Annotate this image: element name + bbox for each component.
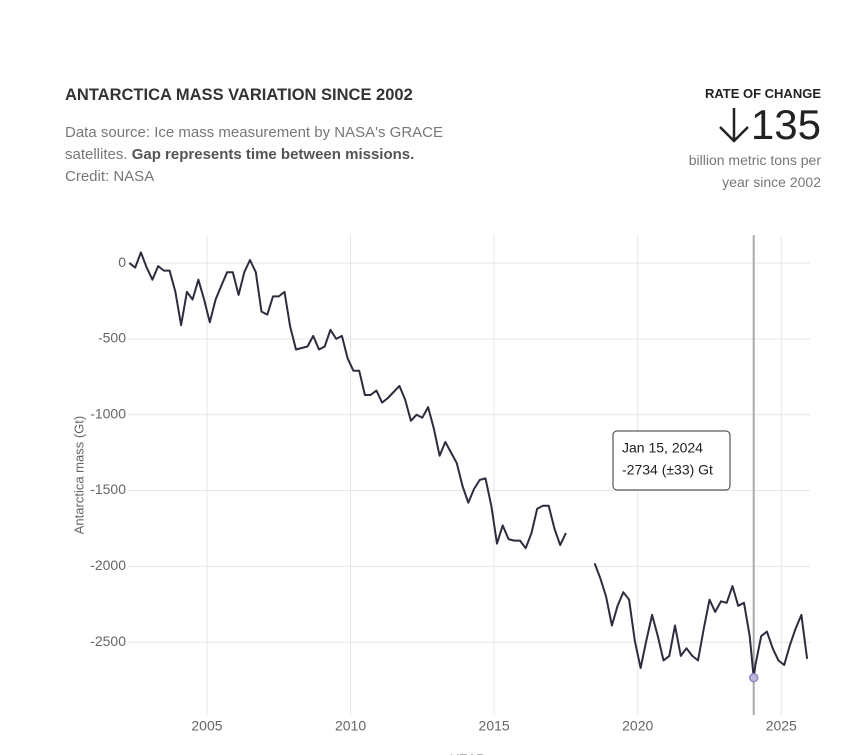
subtitle: Data source: Ice mass measurement by NAS…: [65, 122, 485, 188]
y-tick-label: -2000: [90, 557, 126, 573]
tooltip-date: Jan 15, 2024: [622, 440, 703, 456]
credit: Credit: NASA: [65, 168, 155, 185]
data-line: [128, 251, 809, 679]
rate-number: 135: [661, 101, 821, 149]
x-tick-label: 2010: [335, 718, 366, 734]
x-tick-label: 2025: [766, 718, 797, 734]
subtitle-text: Data source: Ice mass measurement by NAS…: [65, 124, 443, 163]
y-tick-label: -500: [98, 330, 126, 346]
tooltip-box: [612, 430, 731, 491]
tooltip-value: -2734 (±33) Gt: [622, 462, 713, 478]
y-tick-label: -1500: [90, 481, 126, 497]
subtitle-bold: Gap represents time between missions.: [131, 146, 415, 163]
x-tick-label: 2015: [479, 718, 510, 734]
rate-label: RATE OF CHANGE: [704, 86, 821, 101]
y-tick-label: 0: [118, 254, 126, 270]
highlight-point: [748, 672, 759, 683]
y-axis-label: Antarctica mass (Gt): [71, 416, 86, 534]
y-tick-label: -2500: [90, 633, 126, 649]
down-arrow: [719, 108, 749, 143]
chart-title: ANTARCTICA MASS VARIATION SINCE 2002: [65, 86, 413, 104]
y-tick-label: -1000: [90, 405, 126, 421]
rate-value: 135: [750, 101, 821, 148]
x-tick-label: 2020: [622, 718, 653, 734]
rate-unit: billion metric tons per year since 2002: [688, 152, 821, 190]
x-tick-label: 2005: [191, 718, 222, 734]
x-axis-label: YEAR: [450, 751, 485, 755]
rate-panel: RATE OF CHANGE 135 billion metric tons p…: [661, 86, 821, 193]
